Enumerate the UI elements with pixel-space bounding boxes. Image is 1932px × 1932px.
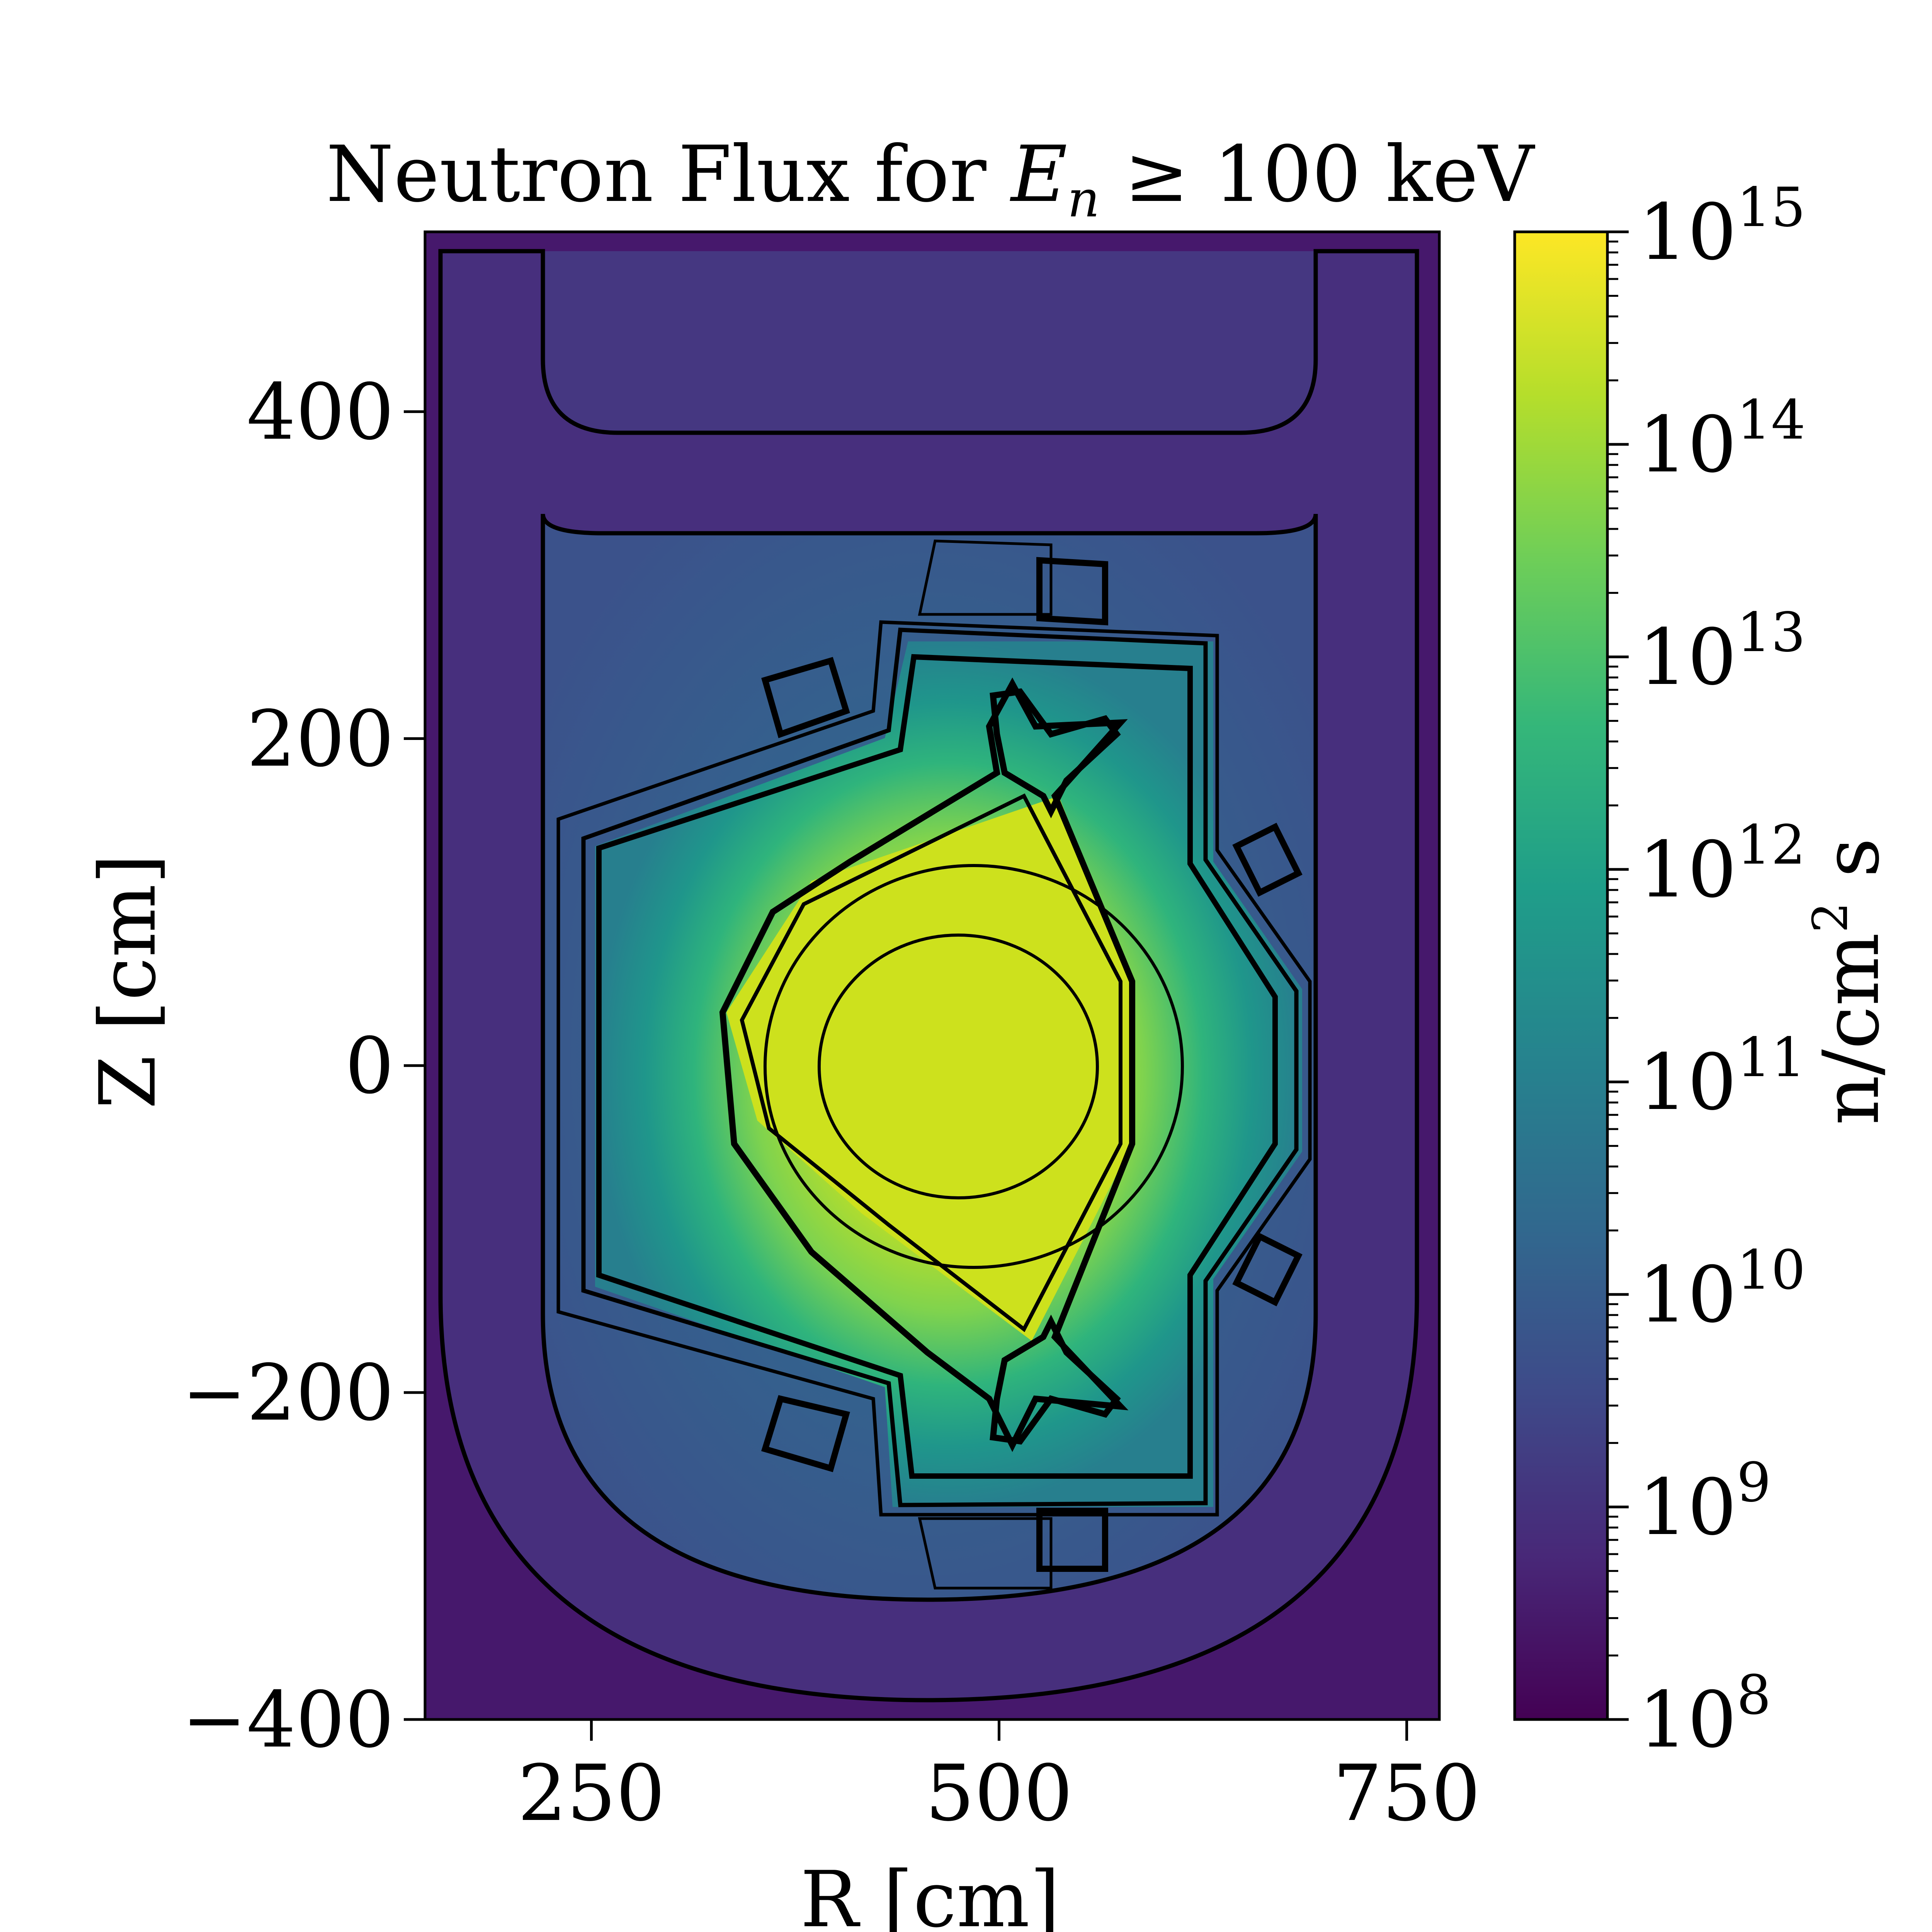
y-axis: −400 −200 0 200 400 — [182, 367, 425, 1765]
coil-lower-bottom — [1036, 1508, 1108, 1572]
colorbar-tick-label: 1010 — [1638, 1239, 1806, 1340]
outline-blanket-inner — [596, 654, 1278, 1479]
x-tick-label: 250 — [518, 1748, 665, 1838]
colorbar-tick-label: 1014 — [1638, 389, 1806, 490]
colorbar-tick-label: 1015 — [1638, 176, 1806, 277]
coil-lower-left — [761, 1395, 850, 1472]
colorbar-tick-label: 1012 — [1638, 814, 1806, 915]
flux-surface-inner — [818, 934, 1099, 1199]
outline-plasma-edge — [740, 793, 1122, 1332]
plot-frame — [423, 230, 1441, 1721]
y-tick-label: 0 — [345, 1021, 394, 1111]
outline-outer-vessel — [438, 249, 1419, 1702]
colorbar-tick-label: 109 — [1638, 1451, 1771, 1553]
flux-region-upper-port — [543, 251, 1316, 433]
y-tick-label: −400 — [182, 1675, 394, 1765]
x-axis-title: R [cm] — [800, 1855, 1060, 1932]
y-tick-label: −200 — [182, 1348, 394, 1438]
geometry-outlines — [438, 249, 1419, 1702]
outline-vacuum-vessel — [541, 514, 1318, 1602]
port-plug-bottom — [918, 1517, 1053, 1590]
chart-title: Neutron Flux for En ≥ 100 keV — [326, 129, 1536, 228]
outline-blanket-outer — [581, 628, 1299, 1507]
colorbar — [1513, 230, 1609, 1721]
outline-upper-divertor — [990, 688, 1121, 818]
colorbar-ticks: 108 109 1010 1011 1012 1013 1014 1015 — [1607, 176, 1806, 1765]
outline-shield — [556, 620, 1312, 1517]
coil-upper-top — [1036, 557, 1108, 626]
colorbar-tick-label: 1011 — [1638, 1026, 1806, 1128]
port-plug-top — [918, 539, 1053, 616]
flux-region-plasma — [726, 796, 1132, 1341]
colorbar-tick-label: 108 — [1638, 1664, 1771, 1765]
y-axis-title: Z [cm] — [83, 854, 173, 1109]
y-tick-label: 200 — [247, 694, 394, 784]
outline-first-wall — [719, 677, 1135, 1452]
colorbar-label: n/cm2 s — [1803, 838, 1896, 1125]
y-tick-label: 400 — [247, 367, 394, 457]
coil-lower-right — [1232, 1232, 1303, 1306]
colorbar-tick-label: 1013 — [1638, 601, 1806, 702]
outline-lower-divertor — [990, 1315, 1121, 1445]
plot-area — [425, 232, 1439, 1719]
x-tick-label: 500 — [925, 1748, 1073, 1838]
x-axis: 250 500 750 — [518, 1719, 1481, 1838]
coil-upper-left — [761, 657, 850, 738]
flux-surface-outer — [764, 864, 1184, 1269]
x-tick-label: 750 — [1333, 1748, 1481, 1838]
coil-upper-right — [1232, 823, 1303, 897]
